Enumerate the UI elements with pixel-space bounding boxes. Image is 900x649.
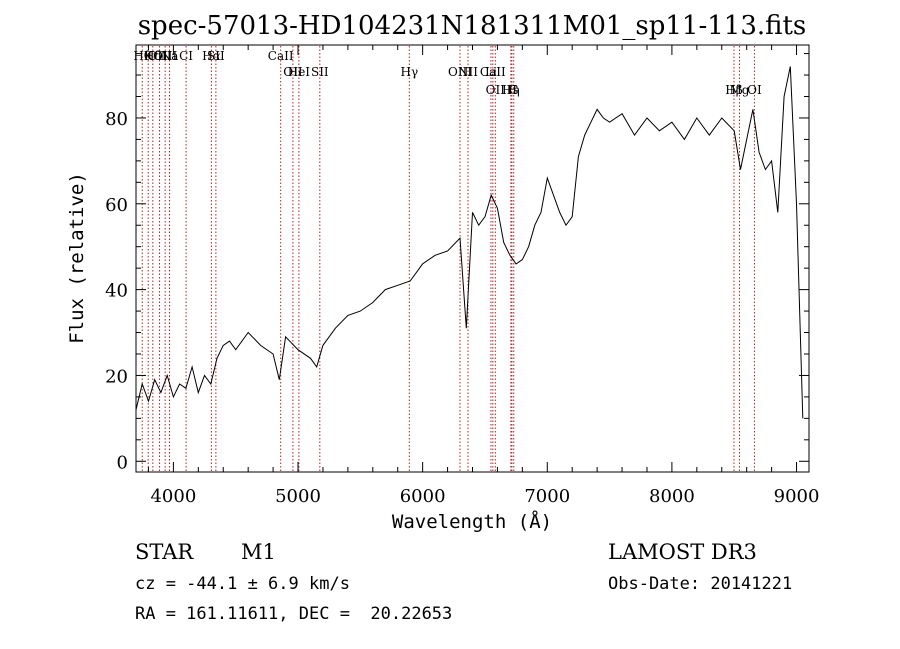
y-tick-label-40: 40 <box>105 281 128 302</box>
chart-title: spec-57013-HD104231N181311M01_sp11-113.f… <box>138 11 807 41</box>
survey-name: LAMOST DR3 <box>608 540 757 564</box>
coordinates: RA = 161.11611, DEC = 20.22653 <box>135 604 453 624</box>
x-axis-ticks: 4000 5000 6000 7000 8000 9000 <box>147 45 820 507</box>
redshift-cz: cz = -44.1 ± 6.9 km/s <box>135 574 350 594</box>
line-label-18: OII <box>486 83 506 97</box>
line-label-19: Hη <box>502 83 520 97</box>
line-label-12: SII <box>311 65 329 79</box>
line-label-7: Hα <box>202 49 221 63</box>
spectral-line-markers <box>141 46 755 471</box>
y-axis-label: Flux (relative) <box>66 172 88 344</box>
line-label-11: HeI <box>288 65 311 79</box>
line-label-13: Hγ <box>400 65 418 79</box>
line-label-23: Mg <box>729 83 749 97</box>
x-axis-label: Wavelength (Å) <box>392 510 552 533</box>
line-label-1: K <box>144 49 154 63</box>
x-tick-label-5000: 5000 <box>275 486 321 507</box>
x-tick-label-8000: 8000 <box>649 486 695 507</box>
x-tick-label-4000: 4000 <box>150 486 196 507</box>
line-label-2: Hδ <box>144 49 162 63</box>
line-label-4: OIII <box>153 49 177 63</box>
y-tick-label-0: 0 <box>117 452 128 473</box>
line-label-24: OI <box>747 83 762 97</box>
y-tick-label-80: 80 <box>105 109 128 130</box>
x-tick-label-7000: 7000 <box>524 486 570 507</box>
flux-series-line <box>135 66 804 419</box>
y-tick-label-60: 60 <box>105 195 128 216</box>
line-label-16: Li <box>485 65 497 79</box>
line-label-21: G <box>509 83 519 97</box>
object-type: STAR <box>135 540 194 564</box>
y-tick-label-20: 20 <box>105 366 128 387</box>
line-label-0: Hθ <box>133 49 151 63</box>
plot-area-frame <box>135 44 810 473</box>
line-label-9: CaII <box>268 49 294 63</box>
line-label-6: CI <box>179 49 193 63</box>
line-label-3: OIII <box>148 49 172 63</box>
object-subclass: M1 <box>241 540 276 564</box>
line-label-20: H <box>507 83 517 97</box>
line-label-10: OII <box>283 65 303 79</box>
line-label-15: NII <box>458 65 478 79</box>
line-label-22: Hβ <box>725 83 742 97</box>
line-label-17: CaII <box>480 65 506 79</box>
y-axis-ticks: 0 20 40 60 80 <box>105 53 809 473</box>
x-tick-label-6000: 6000 <box>400 486 446 507</box>
line-label-5: Na <box>161 49 179 63</box>
line-label-14: OIII <box>448 65 472 79</box>
line-label-8: SII <box>207 49 225 63</box>
observation-date: Obs-Date: 20141221 <box>608 574 793 594</box>
x-tick-label-9000: 9000 <box>774 486 820 507</box>
